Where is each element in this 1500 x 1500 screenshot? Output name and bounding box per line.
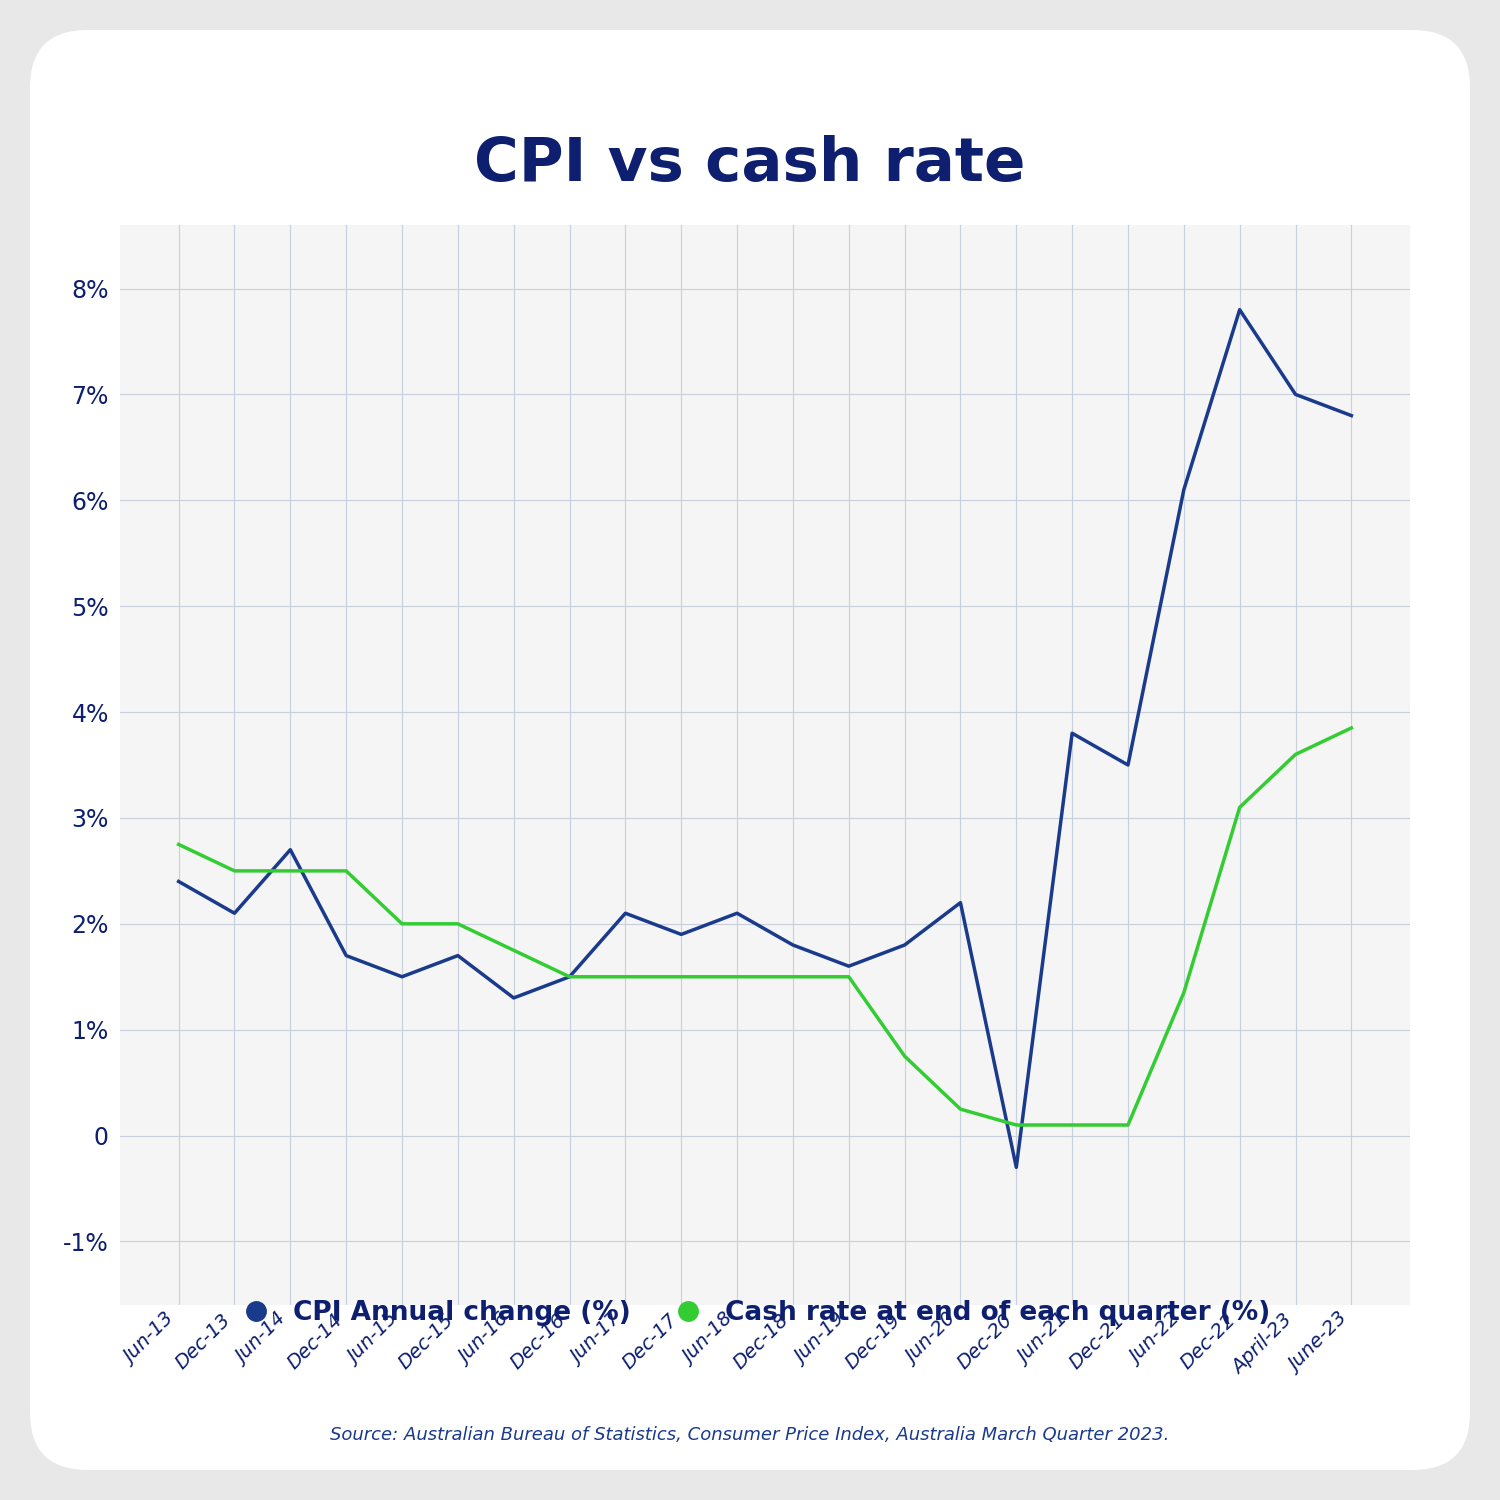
FancyBboxPatch shape <box>30 30 1470 1470</box>
Text: Source: Australian Bureau of Statistics, Consumer Price Index, Australia March Q: Source: Australian Bureau of Statistics,… <box>330 1426 1170 1444</box>
Legend: CPI Annual change (%), Cash rate at end of each quarter (%): CPI Annual change (%), Cash rate at end … <box>219 1290 1281 1336</box>
Text: CPI vs cash rate: CPI vs cash rate <box>474 135 1026 195</box>
